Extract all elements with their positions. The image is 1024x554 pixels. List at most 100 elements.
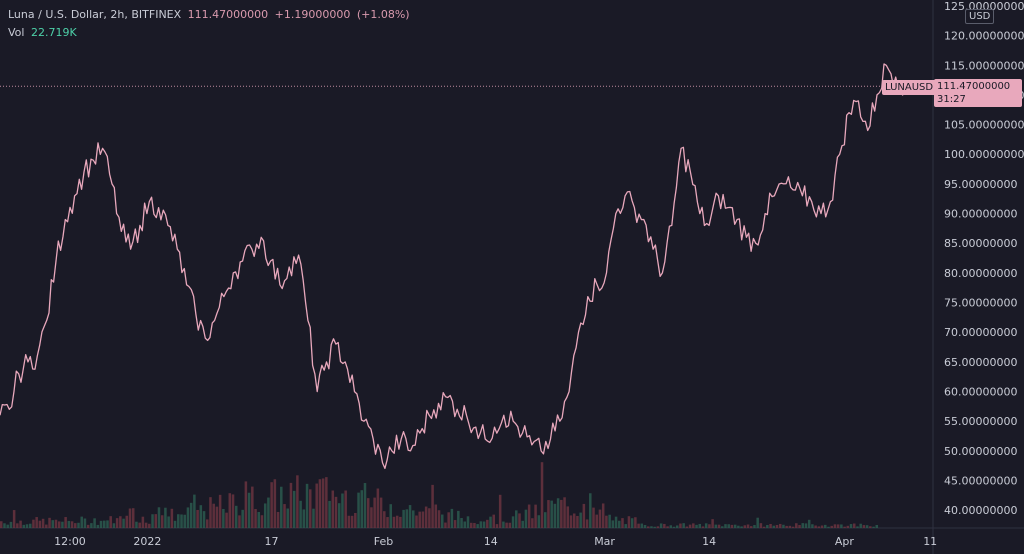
volume-bar xyxy=(782,524,785,528)
volume-bar xyxy=(183,514,186,528)
volume-bar xyxy=(212,503,215,528)
price-line xyxy=(0,63,906,470)
volume-bar xyxy=(70,521,74,528)
volume-bar xyxy=(35,517,38,528)
volume-bar xyxy=(16,523,19,528)
x-tick-label: 2022 xyxy=(133,535,161,548)
volume-bar xyxy=(67,520,71,528)
volume-bar xyxy=(315,483,318,528)
volume-bar xyxy=(408,505,412,528)
volume-bar xyxy=(286,508,289,528)
volume-bar xyxy=(646,526,650,528)
volume-bar xyxy=(704,523,708,528)
volume-bar xyxy=(749,526,753,528)
currency-badge[interactable]: USD xyxy=(965,9,995,24)
volume-bar xyxy=(225,512,228,528)
volume-bar xyxy=(193,494,196,528)
volume-bar xyxy=(41,518,45,528)
volume-bar xyxy=(804,523,808,528)
volume-bar xyxy=(312,508,315,528)
volume-bar xyxy=(807,519,811,528)
volume-bar xyxy=(93,518,96,528)
y-tick-label: 85.00000000 xyxy=(944,237,1017,250)
bar-countdown: 31:27 xyxy=(937,94,966,105)
volume-bar xyxy=(54,519,58,528)
volume-bar xyxy=(209,497,212,528)
volume-bar xyxy=(437,510,441,528)
volume-bar xyxy=(708,524,711,528)
x-tick-label: 12:00 xyxy=(54,535,86,548)
volume-bar xyxy=(595,514,598,528)
volume-bar xyxy=(473,522,476,528)
volume-bar xyxy=(280,486,283,528)
volume-bar xyxy=(383,511,386,528)
volume-bar xyxy=(321,478,325,528)
volume-bar xyxy=(621,518,624,528)
volume-bar xyxy=(180,514,183,528)
volume-bar xyxy=(872,526,875,528)
y-tick-label: 45.00000000 xyxy=(944,475,1017,488)
volume-bar xyxy=(206,519,209,528)
volume-bar xyxy=(119,516,122,528)
volume-bar xyxy=(0,521,3,528)
volume-bar xyxy=(836,524,840,528)
volume-bar xyxy=(547,500,550,528)
volume-bar xyxy=(376,488,380,528)
volume-bar xyxy=(22,524,26,528)
volume-bar xyxy=(115,518,119,528)
volume-bar xyxy=(415,515,418,528)
volume-bar xyxy=(630,518,634,528)
volume-bar xyxy=(366,498,370,528)
volume-bar xyxy=(795,523,798,528)
volume-bar xyxy=(820,525,824,528)
volume-bar xyxy=(556,498,560,528)
volume-bar xyxy=(569,515,573,528)
volume-bar xyxy=(833,524,837,528)
volume-bar xyxy=(479,521,483,528)
volume-bar xyxy=(521,520,524,528)
volume-bar xyxy=(254,509,257,528)
volume-bar xyxy=(579,512,582,528)
volume-bar xyxy=(814,525,817,528)
volume-bar xyxy=(550,500,553,528)
volume-bar xyxy=(492,514,495,528)
y-tick-label: 70.00000000 xyxy=(944,326,1017,339)
volume-bar xyxy=(801,523,805,528)
volume-bar xyxy=(106,520,109,528)
volume-bar xyxy=(86,524,90,528)
volume-bar xyxy=(859,523,862,528)
volume-bar xyxy=(305,483,309,528)
volume-bar xyxy=(811,524,814,528)
volume-bar xyxy=(762,526,766,528)
ticker-tag: LUNAUSD xyxy=(882,80,937,95)
volume-bar xyxy=(540,462,544,528)
y-tick-label: 65.00000000 xyxy=(944,356,1017,369)
volume-bar xyxy=(627,516,631,528)
volume-bar xyxy=(469,522,473,528)
x-tick-label: Mar xyxy=(594,535,615,548)
volume-bar xyxy=(370,507,373,528)
volume-bar xyxy=(692,523,695,528)
volume-bar xyxy=(289,482,293,528)
volume-bar xyxy=(202,511,206,528)
volume-bar xyxy=(856,526,859,528)
volume-bar xyxy=(560,499,563,528)
volume-bar xyxy=(682,523,685,528)
x-tick-label: 11 xyxy=(923,535,937,548)
volume-bar xyxy=(508,522,512,528)
volume-bar xyxy=(373,497,376,528)
volume-bar xyxy=(9,521,13,528)
volume-bar xyxy=(341,493,344,528)
volume-bar xyxy=(798,525,801,528)
volume-bar xyxy=(849,524,853,528)
volume-bar xyxy=(453,520,457,528)
volume-bar xyxy=(518,513,521,528)
volume-bar xyxy=(663,523,666,528)
volume-bar xyxy=(737,525,740,528)
volume-bar xyxy=(775,524,779,528)
volume-bar xyxy=(434,504,438,528)
volume-bar xyxy=(267,497,270,528)
volume-bar xyxy=(688,524,692,528)
volume-bar xyxy=(743,525,747,528)
